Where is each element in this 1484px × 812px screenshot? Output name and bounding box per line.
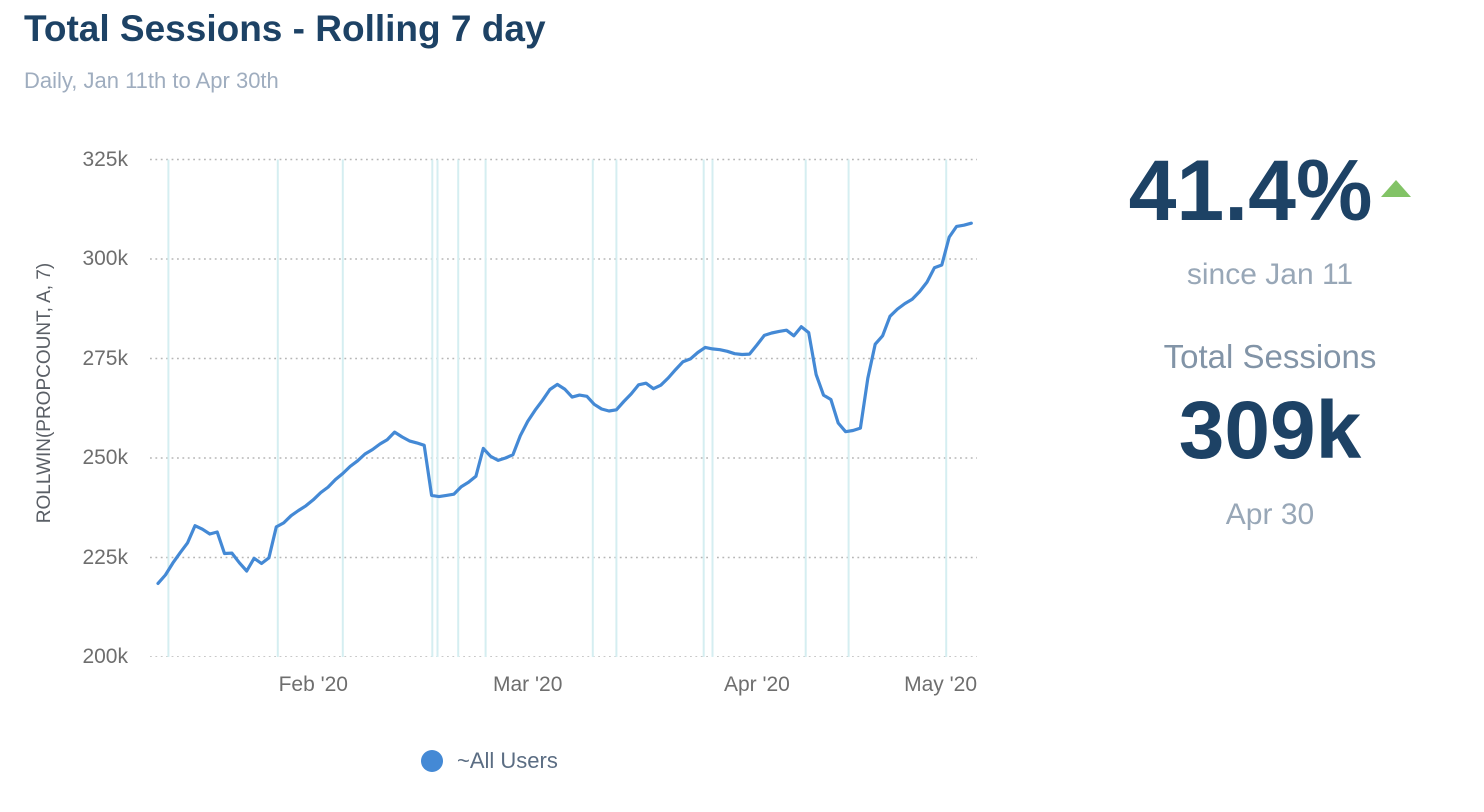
metric-label: Total Sessions <box>1163 338 1377 375</box>
page-title: Total Sessions - Rolling 7 day <box>24 8 546 49</box>
legend-swatch <box>421 750 443 772</box>
x-tick-label: Mar '20 <box>493 673 563 696</box>
y-tick-label: 300k <box>82 247 128 270</box>
percent-change-since: since Jan 11 <box>1186 258 1354 291</box>
chart-subtitle: Daily, Jan 11th to Apr 30th <box>24 68 279 93</box>
current-value: 309k <box>1178 385 1362 476</box>
y-tick-label: 250k <box>82 446 128 469</box>
x-tick-label: Apr '20 <box>723 673 790 696</box>
percent-change-value: 41.4% <box>1128 143 1373 239</box>
x-tick-label: May '20 <box>904 673 977 696</box>
sessions-line-chart[interactable] <box>150 155 977 657</box>
y-tick-label: 200k <box>82 645 128 668</box>
legend-item-all-users[interactable]: ~All Users <box>421 748 558 774</box>
y-tick-label: 325k <box>82 147 128 171</box>
x-tick-label: Feb '20 <box>278 673 348 696</box>
legend-label: ~All Users <box>457 748 558 773</box>
percent-change: 41.4% <box>1080 148 1460 234</box>
y-tick-label: 225k <box>82 545 128 569</box>
y-tick-label: 275k <box>82 346 128 370</box>
trend-up-icon <box>1381 180 1412 197</box>
y-axis-title: ROLLWIN(PROPCOUNT, A, 7) <box>34 262 55 524</box>
current-value-date: Apr 30 <box>1225 498 1315 531</box>
